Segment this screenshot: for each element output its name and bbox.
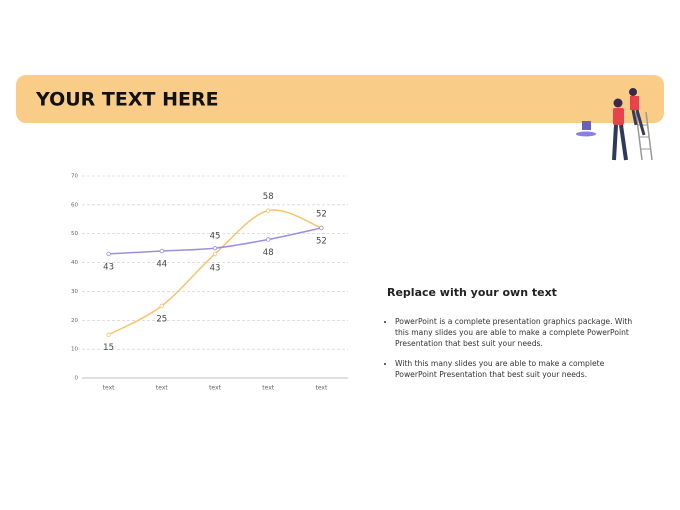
y-tick-label: 30 (71, 289, 78, 295)
data-label: 52 (316, 209, 327, 219)
data-label: 58 (263, 192, 274, 202)
text-heading: Replace with your own text (387, 286, 557, 299)
point (212, 251, 218, 257)
data-label: 44 (156, 260, 167, 270)
x-tick-label: text (262, 385, 274, 392)
bullet-list: PowerPoint is a complete presentation gr… (387, 316, 635, 389)
point (106, 251, 111, 257)
data-label: 48 (263, 248, 274, 258)
y-tick-label: 10 (71, 347, 78, 353)
data-label: 15 (103, 343, 114, 353)
x-tick-label: text (156, 385, 168, 392)
y-tick-label: 20 (71, 318, 78, 324)
y-tick-label: 60 (71, 202, 78, 208)
x-tick-label: text (209, 385, 221, 392)
y-tick-label: 70 (71, 174, 78, 180)
data-label: 43 (210, 263, 221, 273)
data-label: 45 (210, 232, 221, 242)
x-tick-label: text (315, 385, 327, 392)
point (212, 245, 218, 251)
y-tick-label: 40 (71, 260, 78, 266)
bullet: With this many slides you are able to ma… (395, 358, 635, 380)
point (266, 237, 271, 242)
bullet: PowerPoint is a complete presentation gr… (395, 316, 635, 349)
data-label: 52 (316, 236, 327, 246)
point (159, 303, 164, 309)
point (106, 332, 111, 337)
point (319, 225, 324, 231)
y-tick-label: 50 (71, 231, 78, 237)
x-tick-label: text (103, 385, 115, 392)
header-title: YOUR TEXT HERE (35, 89, 219, 111)
illustration (576, 88, 653, 161)
data-label: 25 (156, 314, 167, 324)
data-label: 43 (103, 262, 114, 272)
y-tick-label: 0 (75, 376, 79, 382)
header-bar (16, 75, 664, 123)
point (266, 208, 271, 213)
point (159, 248, 164, 254)
